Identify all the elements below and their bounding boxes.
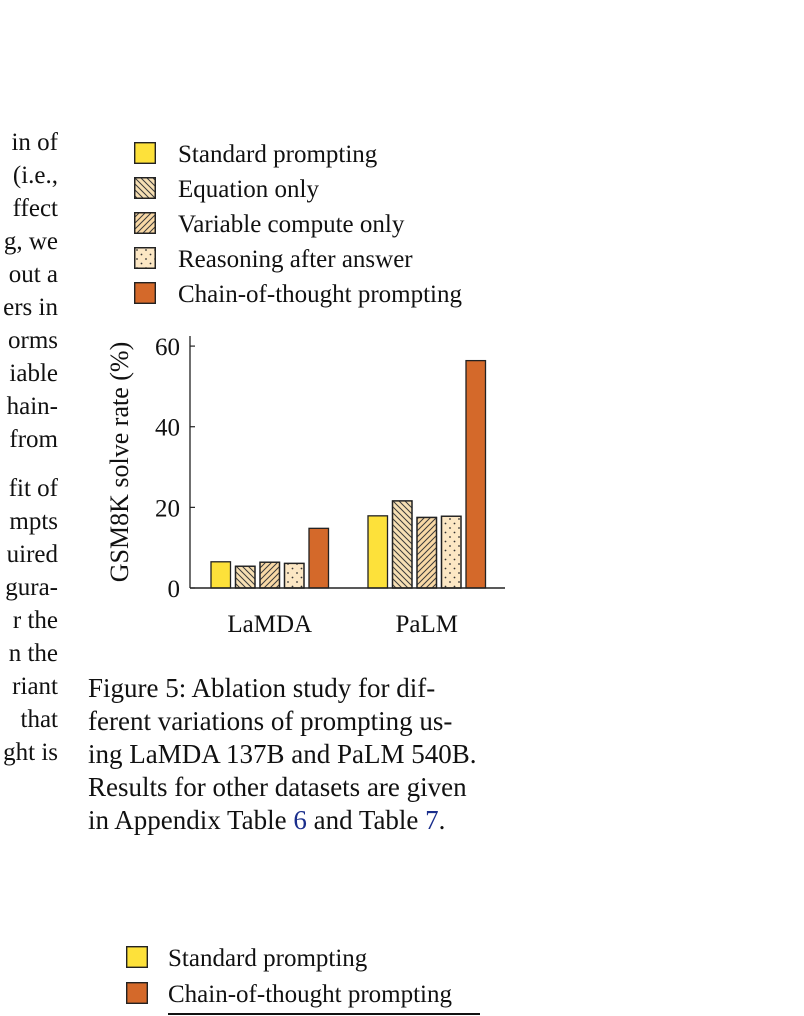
y-tick-label: 0 bbox=[168, 576, 181, 603]
legend-label: Reasoning after answer bbox=[178, 246, 413, 273]
legend-swatch bbox=[126, 982, 148, 1004]
legend-underline bbox=[168, 1013, 480, 1015]
bar-pattern-overlay bbox=[234, 565, 256, 589]
left-text-line: ght is bbox=[3, 739, 58, 766]
left-text-line: r the bbox=[12, 607, 58, 634]
legend-label: Equation only bbox=[178, 176, 319, 203]
legend-label: Standard prompting bbox=[178, 141, 378, 168]
x-tick-label: PaLM bbox=[396, 611, 459, 638]
axes-layer: LaMDA PaLM 0 20 40 60 GSM8K solve rate (%) bbox=[105, 334, 505, 638]
y-tick-label: 60 bbox=[155, 334, 180, 361]
legend-swatch bbox=[134, 177, 156, 199]
legend-swatch bbox=[134, 142, 156, 164]
bar-pattern-overlay bbox=[416, 516, 438, 589]
left-text-line: mpts bbox=[9, 508, 58, 535]
left-text-line: out a bbox=[8, 261, 58, 288]
caption-line: ing LaMDA 137B and PaLM 540B. bbox=[88, 739, 477, 769]
left-text-line: hain- bbox=[6, 393, 58, 420]
left-text-line: fit of bbox=[8, 475, 58, 502]
caption-text: and Table bbox=[306, 805, 426, 835]
left-text-line: uired bbox=[6, 541, 58, 568]
y-axis-title: GSM8K solve rate (%) bbox=[105, 342, 134, 582]
caption-text: in Appendix Table bbox=[88, 805, 294, 835]
left-text-line: in of bbox=[11, 129, 58, 156]
caption-line-last: in Appendix Table 6 and Table 7. bbox=[88, 804, 518, 837]
left-text-line: gura- bbox=[5, 574, 58, 601]
left-text-line: n the bbox=[8, 640, 58, 667]
table-7-link[interactable]: 7 bbox=[425, 805, 439, 835]
legend-swatch bbox=[134, 247, 156, 269]
bar-palm-4 bbox=[465, 359, 487, 589]
bar-pattern-overlay bbox=[391, 500, 413, 589]
caption-line: Results for other datasets are given bbox=[88, 772, 467, 802]
legend-label: Variable compute only bbox=[178, 211, 405, 238]
legend-swatch bbox=[134, 212, 156, 234]
left-column-text-fragment: in of (i.e., ffect g, we out a ers in orms iabl… bbox=[0, 126, 58, 769]
bar-lamda-4 bbox=[308, 527, 330, 589]
y-tick-label: 40 bbox=[155, 415, 180, 442]
caption-line: Figure 5: Ablation study for dif- bbox=[88, 673, 436, 703]
caption-line: ferent variations of prompting us- bbox=[88, 706, 453, 736]
legend-label: Chain-of-thought prompting bbox=[168, 981, 452, 1008]
left-text-line: from bbox=[9, 426, 58, 453]
left-text-line: (i.e., bbox=[12, 162, 58, 189]
left-text-line: ers in bbox=[3, 294, 58, 321]
left-text-line: orms bbox=[8, 327, 58, 354]
left-text-line: g, we bbox=[3, 228, 58, 255]
left-text-line: that bbox=[20, 706, 59, 733]
legend-swatch bbox=[134, 282, 156, 304]
bar-pattern-overlay bbox=[259, 561, 281, 589]
figure-caption: Figure 5: Ablation study for dif- ferent… bbox=[88, 672, 518, 837]
bars-layer bbox=[210, 359, 487, 589]
x-tick-label: LaMDA bbox=[227, 611, 312, 638]
legend-swatch bbox=[126, 946, 148, 968]
left-text-line: riant bbox=[12, 673, 58, 700]
y-tick-label: 20 bbox=[155, 495, 180, 522]
bar-lamda-0 bbox=[210, 561, 232, 589]
legend-label: Chain-of-thought prompting bbox=[178, 281, 462, 308]
left-text-line: ffect bbox=[12, 195, 58, 222]
bar-palm-0 bbox=[367, 515, 389, 589]
left-text-line: iable bbox=[9, 360, 58, 387]
table-6-link[interactable]: 6 bbox=[293, 805, 307, 835]
bar-chart: LaMDA PaLM 0 20 40 60 GSM8K solve rate (%) bbox=[105, 334, 505, 638]
legend-label: Standard prompting bbox=[168, 945, 368, 972]
bar-pattern-overlay bbox=[440, 515, 462, 589]
caption-text: . bbox=[438, 805, 446, 835]
left-text-line bbox=[0, 456, 58, 472]
bar-pattern-overlay bbox=[283, 562, 305, 589]
